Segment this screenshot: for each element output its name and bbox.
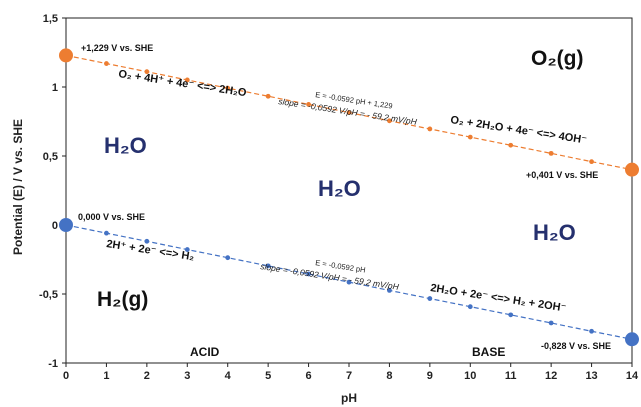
y-tick-label: 1 xyxy=(52,82,58,94)
x-tick-label: 13 xyxy=(585,370,597,382)
data-point xyxy=(104,230,109,236)
label-h2-acid: 0,000 V vs. SHE xyxy=(78,212,145,222)
label-o2-acid: +1,229 V vs. SHE xyxy=(81,43,153,53)
x-tick-label: 4 xyxy=(225,370,232,382)
x-tick-label: 14 xyxy=(626,370,639,382)
data-point xyxy=(548,320,554,326)
series-layer xyxy=(59,48,639,347)
region-base: BASE xyxy=(472,345,505,359)
x-tick-label: 1 xyxy=(103,370,109,382)
x-axis-title: pH xyxy=(341,391,357,405)
data-point xyxy=(508,142,514,148)
data-point xyxy=(144,238,150,244)
x-tick-label: 2 xyxy=(144,370,150,382)
y-tick-label: 0,5 xyxy=(43,151,58,163)
data-point xyxy=(144,69,150,75)
data-point xyxy=(225,255,231,261)
data-point xyxy=(306,101,311,107)
region-water-center: H₂O xyxy=(318,176,361,201)
label-h2-base: -0,828 V vs. SHE xyxy=(541,341,611,351)
data-point xyxy=(467,134,473,140)
x-tick-label: 9 xyxy=(427,370,433,382)
region-water-left: H₂O xyxy=(104,133,147,158)
y-tick-label: -1 xyxy=(48,358,58,370)
data-point xyxy=(467,304,473,310)
data-point xyxy=(427,126,433,132)
endpoint-marker xyxy=(59,48,73,63)
x-tick-label: 10 xyxy=(464,370,476,382)
endpoint-marker xyxy=(625,332,639,347)
data-point xyxy=(427,296,433,301)
x-tick-label: 7 xyxy=(346,370,352,382)
data-point xyxy=(184,247,190,252)
data-point xyxy=(387,288,392,293)
data-point xyxy=(589,328,594,334)
data-point xyxy=(589,159,594,165)
data-point xyxy=(104,61,109,66)
eq-h2-base: 2H₂O + 2e⁻ <=> H₂ + 2OH⁻ xyxy=(430,282,568,314)
label-o2-base: +0,401 V vs. SHE xyxy=(526,170,598,180)
data-point xyxy=(225,85,231,91)
eq-h2-acid: 2H⁺ + 2e⁻ <=> H₂ xyxy=(106,238,196,263)
region-acid: ACID xyxy=(190,345,220,359)
x-tick-label: 5 xyxy=(265,370,271,382)
y-tick-label: 1,5 xyxy=(43,13,58,25)
eq-o2-acid: O₂ + 4H⁺ + 4e⁻ <=> 2H₂O xyxy=(118,68,248,99)
endpoint-marker xyxy=(625,162,639,177)
data-point xyxy=(548,150,554,156)
data-point xyxy=(346,110,352,115)
data-point xyxy=(265,263,271,269)
eq-o2-base: O₂ + 2H₂O + 4e⁻ <=> 4OH⁻ xyxy=(450,114,588,147)
data-point xyxy=(265,93,271,99)
region-h2-gas: H₂(g) xyxy=(97,288,148,311)
y-axis-title: Potential (E) / V vs. SHE xyxy=(11,119,25,255)
x-tick-label: 11 xyxy=(505,370,517,382)
x-tick-label: 0 xyxy=(63,370,69,382)
x-tick-label: 3 xyxy=(184,370,190,382)
data-point xyxy=(346,279,352,285)
data-point xyxy=(184,77,190,83)
region-water-right: H₂O xyxy=(533,220,576,245)
region-o2-gas: O₂(g) xyxy=(531,47,583,70)
data-point xyxy=(306,271,311,277)
x-tick-label: 6 xyxy=(306,370,312,382)
endpoint-marker xyxy=(59,218,73,232)
y-tick-label: -0,5 xyxy=(39,289,58,301)
y-tick-label: 0 xyxy=(52,220,58,232)
x-tick-label: 12 xyxy=(545,370,557,382)
data-point xyxy=(387,118,392,124)
axes: 0 1 2 3 4 5 6 7 8 9 10 11 12 13 141,510,50-0,5-1 xyxy=(39,13,639,382)
x-tick-label: 8 xyxy=(386,370,392,382)
data-point xyxy=(508,312,514,318)
